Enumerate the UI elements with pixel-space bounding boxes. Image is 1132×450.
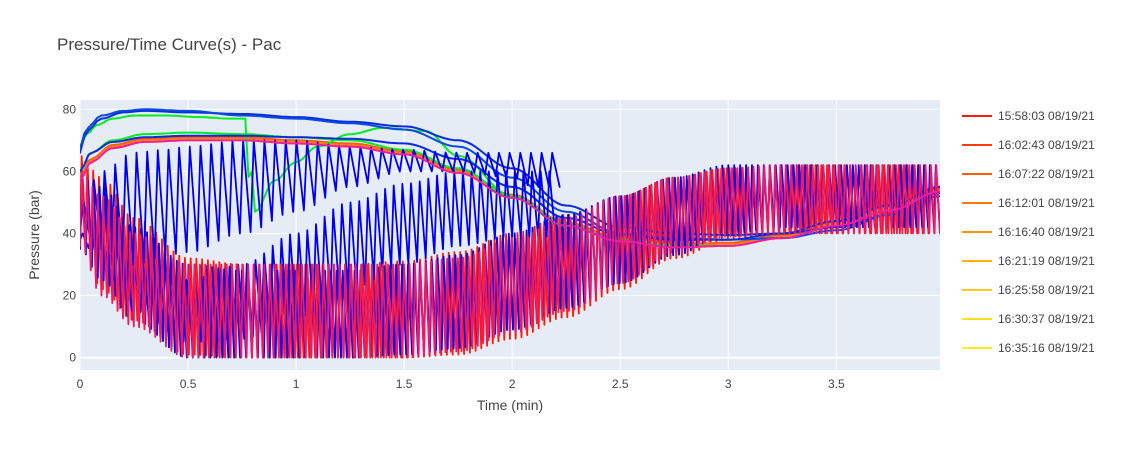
legend-item[interactable]: 16:07:22 08/19/21 — [962, 167, 1095, 181]
x-axis-title: Time (min) — [477, 397, 543, 413]
legend-label: 16:07:22 08/19/21 — [998, 167, 1095, 181]
x-tick-label: 2.5 — [612, 377, 629, 391]
series-line-13 — [80, 134, 940, 241]
legend-item[interactable]: 16:30:37 08/19/21 — [962, 312, 1095, 326]
chart-title: Pressure/Time Curve(s) - Pac — [57, 35, 282, 54]
x-tick-label: 3.5 — [828, 377, 845, 391]
tick-labels: 0 0.5 1 1.5 2 2.5 3 3.5 0 20 40 60 80 — [63, 102, 845, 391]
y-tick-label: 80 — [63, 102, 77, 116]
series-line-18 — [80, 139, 940, 249]
legend-item[interactable]: 16:02:43 08/19/21 — [962, 138, 1095, 152]
legend-item[interactable]: 15:58:03 08/19/21 — [962, 109, 1095, 123]
x-tick-label: 3 — [725, 377, 732, 391]
legend-item[interactable]: 16:16:40 08/19/21 — [962, 225, 1095, 239]
legend-label: 16:21:19 08/19/21 — [998, 254, 1095, 268]
x-tick-label: 2 — [509, 377, 516, 391]
y-tick-label: 60 — [63, 164, 77, 178]
legend-item[interactable]: 16:25:58 08/19/21 — [962, 283, 1095, 297]
x-tick-label: 0 — [77, 377, 84, 391]
legend-label: 16:12:01 08/19/21 — [998, 196, 1095, 210]
legend-label: 15:58:03 08/19/21 — [998, 109, 1095, 123]
legend-item[interactable]: 16:21:19 08/19/21 — [962, 254, 1095, 268]
x-tick-label: 0.5 — [180, 377, 197, 391]
legend-item[interactable]: 16:35:16 08/19/21 — [962, 341, 1095, 355]
legend[interactable]: 15:58:03 08/19/21 16:02:43 08/19/21 16:07:… — [962, 109, 1095, 355]
data-traces — [80, 108, 940, 359]
legend-label: 16:16:40 08/19/21 — [998, 225, 1095, 239]
y-axis-title: Pressure (bar) — [26, 190, 42, 279]
series-line-14 — [80, 139, 561, 266]
y-tick-label: 0 — [69, 351, 76, 365]
y-tick-label: 40 — [63, 226, 77, 240]
x-tick-label: 1 — [293, 377, 300, 391]
series-line-17 — [80, 164, 940, 359]
legend-label: 16:25:58 08/19/21 — [998, 283, 1095, 297]
y-tick-label: 20 — [63, 289, 77, 303]
legend-label: 16:30:37 08/19/21 — [998, 312, 1095, 326]
x-tick-label: 1.5 — [396, 377, 413, 391]
legend-item[interactable]: 16:12:01 08/19/21 — [962, 196, 1095, 210]
legend-label: 16:02:43 08/19/21 — [998, 138, 1095, 152]
legend-label: 16:35:16 08/19/21 — [998, 341, 1095, 355]
